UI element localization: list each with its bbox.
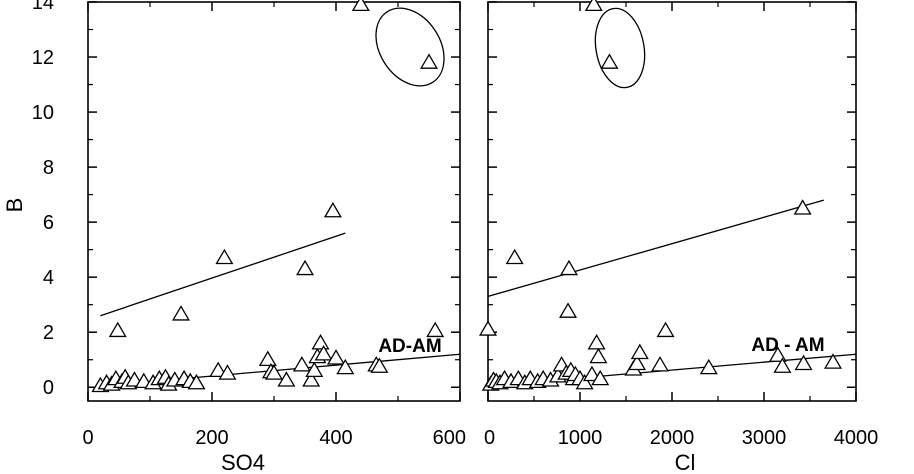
cl-data-point xyxy=(773,357,792,373)
cl-scatter-panel: 0 1000 2000 3000 4000 AD - AM Cl xyxy=(478,0,879,474)
so4-data-point xyxy=(336,358,355,375)
cl-data-point xyxy=(559,302,578,318)
so4-x-tick-label: 0 xyxy=(82,427,93,449)
so4-x-tick-label: 400 xyxy=(319,427,352,449)
so4-data-points xyxy=(91,0,445,393)
cl-axis-ticks: 0 1000 2000 3000 4000 xyxy=(484,1,879,449)
so4-data-point xyxy=(370,357,389,373)
so4-data-point xyxy=(323,201,342,218)
cl-data-point xyxy=(768,346,787,362)
cl-data-point xyxy=(582,365,601,382)
y-tick-label: 10 xyxy=(32,102,54,124)
cl-x-tick-label: 2000 xyxy=(650,427,695,449)
y-tick-label: 14 xyxy=(32,0,54,14)
y-axis-title: B xyxy=(2,198,27,213)
cl-x-tick-label: 3000 xyxy=(742,427,787,449)
cl-data-point xyxy=(478,320,498,336)
so4-x-tick-label: 600 xyxy=(433,427,466,449)
so4-data-point xyxy=(258,350,277,366)
so4-x-axis-title: SO4 xyxy=(221,450,265,474)
so4-trend-line xyxy=(100,232,346,317)
so4-data-point xyxy=(326,349,346,365)
so4-outlier-ellipse xyxy=(375,7,445,87)
cl-data-point xyxy=(794,354,813,371)
y-tick-label: 4 xyxy=(43,267,54,289)
y-tick-label: 8 xyxy=(43,157,54,179)
so4-data-point xyxy=(295,259,315,276)
cl-data-point xyxy=(589,347,608,364)
cl-trend-lines xyxy=(487,199,857,387)
cl-data-point xyxy=(575,373,594,390)
so4-data-point xyxy=(292,356,311,372)
so4-data-point xyxy=(314,345,333,361)
so4-data-point xyxy=(187,373,206,390)
so4-data-point xyxy=(305,361,324,378)
cl-data-point xyxy=(505,248,524,265)
cl-x-tick-label: 1000 xyxy=(558,427,603,449)
cl-x-tick-label: 4000 xyxy=(834,427,879,449)
cl-x-tick-label: 0 xyxy=(484,427,495,449)
so4-data-point xyxy=(209,361,228,378)
cl-data-point xyxy=(591,369,610,386)
so4-data-point xyxy=(351,0,370,12)
y-tick-label: 6 xyxy=(43,212,54,234)
so4-scatter-panel: 0 2 4 6 8 10 12 14 0 200 400 600 AD-AM SO4 B xyxy=(2,0,466,474)
so4-outlier-highlight xyxy=(375,7,445,87)
so4-data-point xyxy=(264,364,284,380)
cl-data-points xyxy=(478,0,843,391)
so4-data-point xyxy=(108,321,127,338)
cl-data-point xyxy=(793,199,812,215)
cl-data-point xyxy=(584,0,603,12)
cl-data-point xyxy=(559,259,578,276)
so4-data-point xyxy=(171,305,191,321)
cl-data-point xyxy=(600,53,619,69)
so4-data-point xyxy=(419,53,439,69)
cl-data-point xyxy=(823,353,843,369)
cl-annotation-label: AD - AM xyxy=(751,335,824,356)
so4-data-point xyxy=(302,371,321,387)
so4-data-point xyxy=(215,248,234,265)
y-tick-label: 0 xyxy=(43,377,54,399)
y-tick-label: 12 xyxy=(32,47,54,69)
so4-data-point xyxy=(218,364,237,380)
cl-data-point xyxy=(651,356,670,372)
so4-axis-ticks: 0 2 4 6 8 10 12 14 0 200 400 600 xyxy=(32,0,466,449)
so4-trend-lines xyxy=(100,232,461,387)
cl-x-axis-title: Cl xyxy=(675,450,696,474)
so4-data-point xyxy=(277,371,296,387)
cl-data-point xyxy=(587,334,606,350)
so4-data-point xyxy=(311,334,330,350)
cl-data-point xyxy=(656,321,675,338)
cl-outlier-ellipse xyxy=(594,7,646,89)
cl-trend-line xyxy=(487,199,824,298)
cl-outlier-highlight xyxy=(594,7,646,89)
cl-data-point xyxy=(630,343,649,360)
cl-data-point xyxy=(699,358,718,375)
so4-x-tick-label: 200 xyxy=(195,427,228,449)
so4-annotation-label: AD-AM xyxy=(378,336,441,357)
so4-data-point xyxy=(426,321,445,338)
cl-data-point xyxy=(628,354,647,371)
y-tick-label: 2 xyxy=(43,322,54,344)
